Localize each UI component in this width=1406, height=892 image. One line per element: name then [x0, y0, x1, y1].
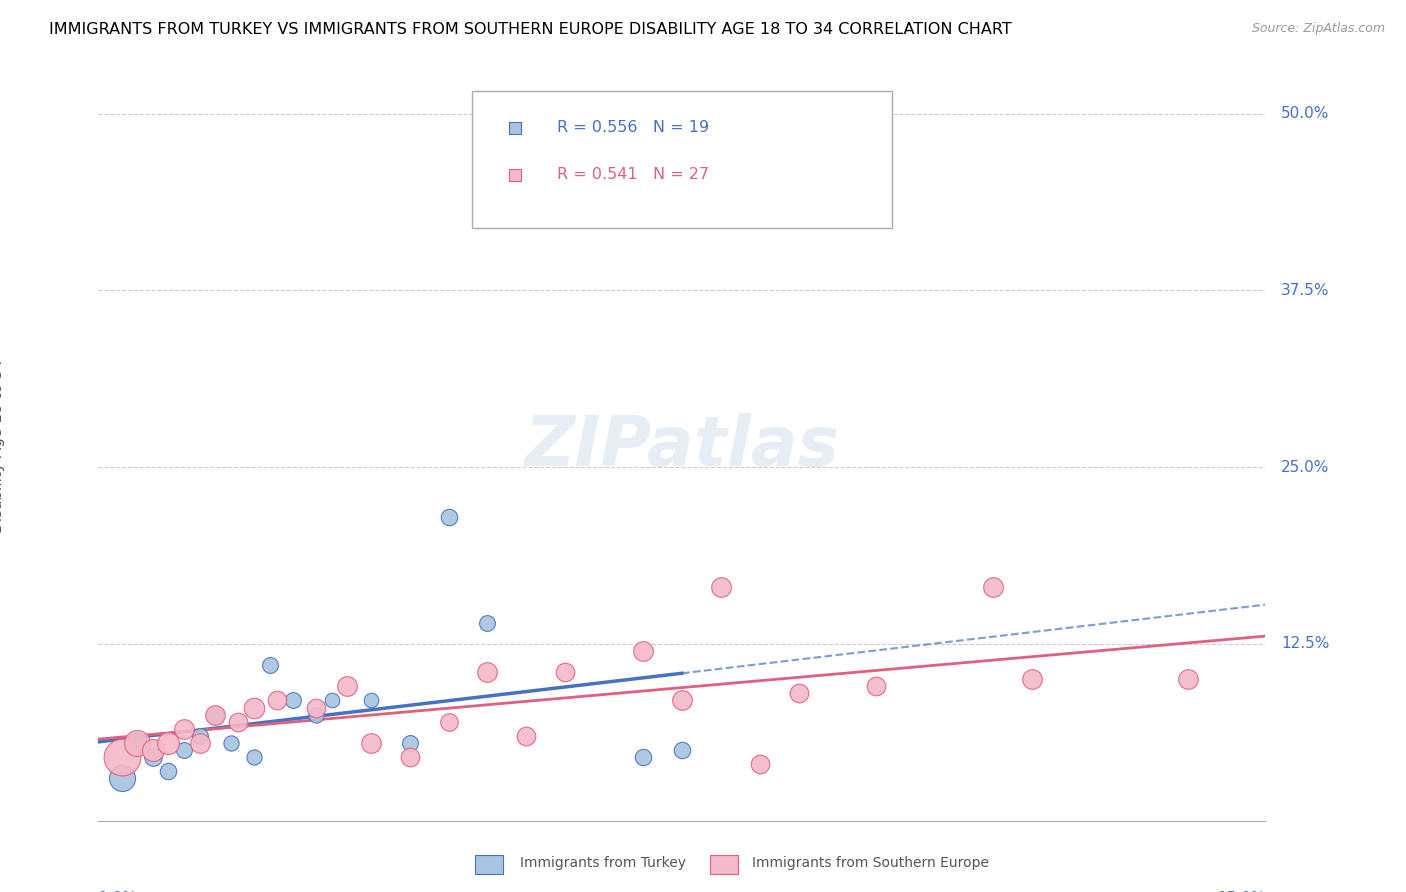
Point: [188, 736, 211, 750]
Point: [142, 750, 165, 764]
Point: [157, 764, 180, 779]
Point: [631, 644, 654, 658]
Point: [259, 658, 281, 673]
Point: [281, 693, 304, 707]
Point: [336, 679, 359, 693]
Point: [142, 743, 165, 757]
Point: [204, 707, 226, 722]
Point: [981, 580, 1004, 594]
Point: [515, 729, 537, 743]
FancyBboxPatch shape: [472, 91, 891, 228]
Text: Immigrants from Turkey: Immigrants from Turkey: [520, 856, 686, 871]
Point: [503, 168, 526, 182]
Point: [1177, 673, 1199, 687]
Text: R = 0.556   N = 19: R = 0.556 N = 19: [557, 120, 710, 136]
Point: [398, 750, 420, 764]
Point: [398, 736, 420, 750]
Point: [266, 693, 288, 707]
Point: [127, 736, 149, 750]
Text: 12.5%: 12.5%: [1281, 636, 1329, 651]
Point: [503, 120, 526, 135]
Text: ZIPatlas: ZIPatlas: [524, 412, 839, 480]
Point: [243, 750, 266, 764]
Point: [554, 665, 576, 680]
Point: [188, 729, 211, 743]
Point: [173, 743, 195, 757]
Text: Disability Age 18 to 34: Disability Age 18 to 34: [0, 359, 4, 533]
Point: [1021, 673, 1043, 687]
Point: [631, 750, 654, 764]
Point: [477, 665, 499, 680]
Point: [305, 700, 328, 714]
Point: [671, 743, 693, 757]
Text: Source: ZipAtlas.com: Source: ZipAtlas.com: [1251, 22, 1385, 36]
Point: [111, 771, 134, 785]
Point: [228, 714, 250, 729]
Point: [204, 707, 226, 722]
Text: 37.5%: 37.5%: [1281, 283, 1330, 298]
Point: [671, 693, 693, 707]
Point: [219, 736, 242, 750]
Point: [173, 722, 195, 736]
Point: [437, 714, 460, 729]
Point: [787, 686, 810, 700]
Point: [157, 736, 180, 750]
Point: [321, 693, 343, 707]
Text: Immigrants from Southern Europe: Immigrants from Southern Europe: [752, 856, 990, 871]
Text: 50.0%: 50.0%: [1281, 106, 1329, 121]
Point: [710, 580, 733, 594]
Point: [127, 736, 149, 750]
Point: [865, 679, 887, 693]
Text: IMMIGRANTS FROM TURKEY VS IMMIGRANTS FROM SOUTHERN EUROPE DISABILITY AGE 18 TO 3: IMMIGRANTS FROM TURKEY VS IMMIGRANTS FRO…: [49, 22, 1012, 37]
Point: [243, 700, 266, 714]
Text: R = 0.541   N = 27: R = 0.541 N = 27: [557, 167, 710, 182]
Point: [360, 736, 382, 750]
Point: [437, 509, 460, 524]
Point: [360, 693, 382, 707]
Text: 25.0%: 25.0%: [1281, 459, 1329, 475]
Point: [111, 750, 134, 764]
Point: [305, 707, 328, 722]
Point: [477, 615, 499, 630]
Point: [748, 757, 770, 772]
